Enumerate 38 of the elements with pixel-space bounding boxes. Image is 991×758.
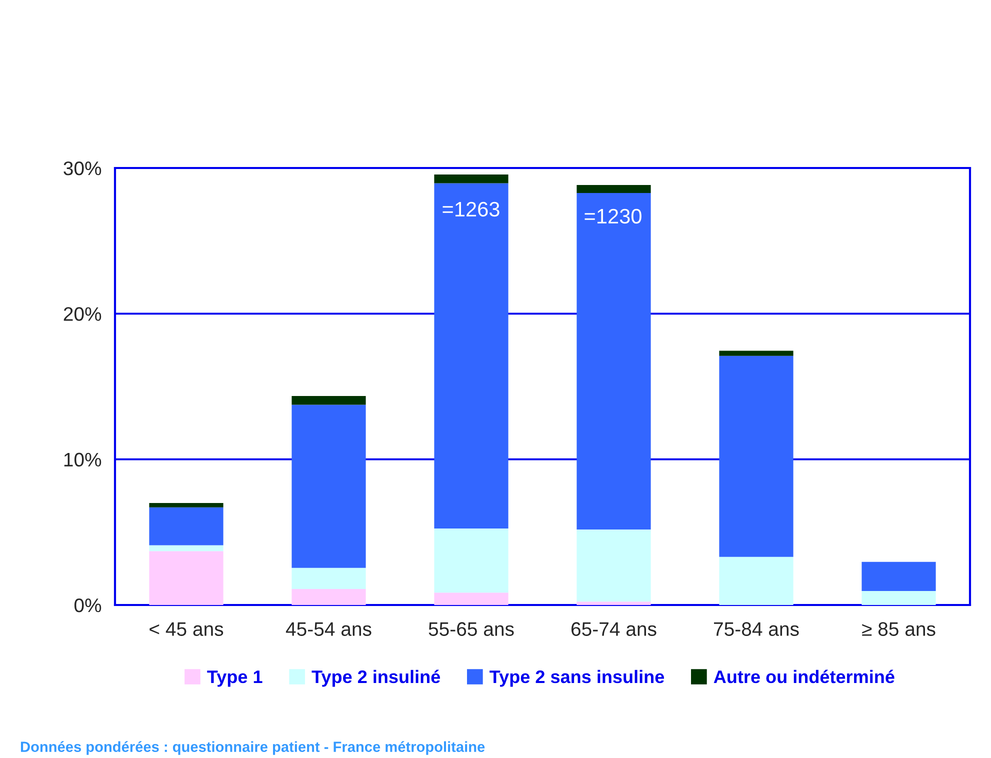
bar: [434, 592, 508, 605]
bar: [719, 556, 794, 605]
bar: [862, 562, 936, 592]
y-tick-label: 30%: [64, 161, 102, 176]
annotation: =1230: [584, 208, 642, 224]
bar: [292, 404, 366, 568]
bar: [149, 503, 224, 508]
bar: [149, 507, 224, 546]
x-tick-label: 75-84 ans: [714, 622, 799, 636]
bar: [292, 396, 366, 405]
legend-label: Autre ou indéterminé: [714, 670, 894, 684]
bar: [149, 545, 224, 552]
bar: [434, 528, 508, 593]
legend-label: Type 1: [207, 670, 262, 687]
y-tick-label: 0%: [74, 598, 102, 612]
x-tick-label: < 45 ans: [150, 622, 224, 636]
x-tick-label: ≥ 85 ans: [862, 622, 936, 636]
y-tick-label: 10%: [64, 452, 102, 467]
y-tick-label: 20%: [64, 307, 102, 321]
bar: [719, 350, 794, 356]
bar: [576, 185, 651, 194]
bar: [576, 193, 651, 530]
x-tick-label: 45-54 ans: [286, 622, 372, 636]
bar: [149, 551, 224, 605]
bar: [576, 530, 651, 602]
legend-label: Type 2 insuliné: [312, 670, 440, 687]
text: Données pondérées : questionnaire patient - France métropolitaine: [20, 741, 485, 755]
bar: [292, 568, 366, 589]
x-tick-label: 65-74 ans: [572, 622, 656, 636]
annotation: =1263: [442, 202, 500, 217]
bar: [434, 183, 508, 529]
bar: [434, 174, 508, 184]
bar: [719, 356, 794, 557]
bar: [862, 591, 936, 605]
legend-label: Type 2 sans insuline: [490, 670, 664, 687]
bar: [576, 602, 651, 605]
x-tick-label: 55-65 ans: [428, 622, 514, 636]
bar: [292, 588, 366, 605]
